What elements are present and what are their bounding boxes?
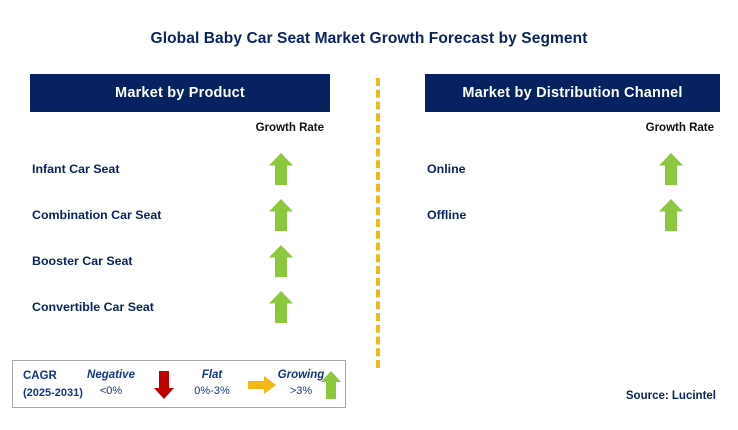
legend-item-label: Growing xyxy=(277,369,325,381)
row-label: Infant Car Seat xyxy=(32,162,120,176)
legend-item-value: 0%-3% xyxy=(194,385,230,397)
row-label: Convertible Car Seat xyxy=(32,300,154,314)
product-rows: Infant Car Seat Combination Car Seat Boo… xyxy=(30,146,330,330)
legend: CAGR (2025-2031) Negative <0% Flat 0%-3% xyxy=(12,360,346,408)
panel-market-by-distribution-channel: Market by Distribution Channel Growth Ra… xyxy=(425,74,720,231)
growth-rate-label-distribution: Growth Rate xyxy=(645,122,714,134)
table-row: Combination Car Seat xyxy=(30,192,330,238)
panel-header-product: Market by Product xyxy=(30,74,330,112)
legend-cagr-years: (2025-2031) xyxy=(23,387,83,399)
table-row: Offline xyxy=(425,192,720,238)
up-arrow-icon xyxy=(268,290,294,324)
row-label: Offline xyxy=(427,208,467,222)
growth-rate-label-product: Growth Rate xyxy=(255,122,324,134)
legend-inner: CAGR (2025-2031) Negative <0% Flat 0%-3% xyxy=(13,361,345,407)
legend-item-label: Flat xyxy=(201,369,223,381)
legend-item-flat: Flat 0%-3% xyxy=(179,367,245,399)
vertical-dashed-divider xyxy=(376,78,380,368)
panel-market-by-product: Market by Product Growth Rate Infant Car… xyxy=(30,74,330,323)
right-arrow-icon xyxy=(247,375,277,395)
distribution-rows: Online Offline xyxy=(425,146,720,238)
up-arrow-icon xyxy=(658,152,684,186)
legend-item-growing: Growing >3% xyxy=(269,367,333,399)
legend-item-value: <0% xyxy=(99,385,123,397)
table-row: Booster Car Seat xyxy=(30,238,330,284)
page-title: Global Baby Car Seat Market Growth Forec… xyxy=(150,30,588,47)
legend-item-value: >3% xyxy=(289,385,313,397)
legend-cagr-title: CAGR xyxy=(23,370,57,382)
legend-item-label: Negative xyxy=(87,369,135,381)
row-label: Online xyxy=(427,162,466,176)
down-arrow-icon xyxy=(153,370,175,400)
row-label: Combination Car Seat xyxy=(32,208,162,222)
table-row: Online xyxy=(425,146,720,192)
legend-cagr-block: CAGR (2025-2031) xyxy=(23,368,83,402)
up-arrow-icon xyxy=(268,152,294,186)
up-arrow-icon xyxy=(320,370,342,400)
panel-header-distribution: Market by Distribution Channel xyxy=(425,74,720,112)
legend-item-negative: Negative <0% xyxy=(75,367,147,399)
up-arrow-icon xyxy=(658,198,684,232)
up-arrow-icon xyxy=(268,244,294,278)
up-arrow-icon xyxy=(268,198,294,232)
source-label: Source: Lucintel xyxy=(625,390,716,402)
table-row: Infant Car Seat xyxy=(30,146,330,192)
row-label: Booster Car Seat xyxy=(32,254,133,268)
table-row: Convertible Car Seat xyxy=(30,284,330,330)
